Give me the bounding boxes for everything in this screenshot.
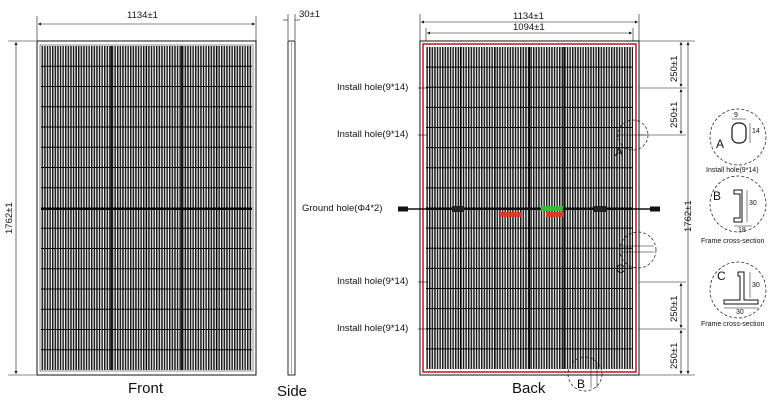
back-height-dimension: 1762±1 (683, 200, 694, 232)
detail-b (709, 175, 767, 233)
side-view (283, 14, 300, 376)
back-seg-top-inner: 250±1 (669, 101, 680, 128)
install-hole-label-2: Install hole(9*14) (337, 129, 409, 140)
marker-b-label: B (577, 377, 586, 391)
detail-b-height: 30 (749, 200, 757, 207)
marker-a-label: A (615, 145, 624, 159)
detail-b-marker (567, 356, 603, 392)
front-view (8, 16, 257, 376)
detail-a-letter: A (716, 137, 725, 151)
ground-hole-label: Ground hole(Φ4*2) (302, 203, 383, 214)
marker-c-label: C (616, 262, 625, 276)
detail-a (709, 108, 767, 166)
back-seg-bottom-outer: 250±1 (669, 342, 680, 369)
negative-cable (500, 212, 522, 217)
detail-b-letter: B (713, 189, 722, 203)
back-seg-top-outer: 250±1 (669, 55, 680, 82)
detail-a-marker (617, 119, 649, 151)
detail-b-width: 18 (738, 227, 746, 234)
back-caption: Back (512, 380, 546, 397)
front-width-dimension: 1134±1 (127, 10, 158, 21)
detail-c-letter: C (717, 269, 726, 283)
install-hole-label-4: Install hole(9*14) (337, 323, 409, 334)
detail-c (709, 261, 767, 319)
side-caption: Side (277, 383, 308, 400)
install-hole-label-3: Install hole(9*14) (337, 276, 409, 287)
detail-c-marker (619, 231, 657, 269)
positive-cable (541, 206, 563, 211)
front-cell-grid (41, 46, 252, 370)
detail-a-caption: Install hole(9*14) (706, 167, 759, 174)
detail-c-height: 30 (752, 282, 760, 289)
detail-a-height: 14 (752, 128, 760, 135)
install-hole-label-1: Install hole(9*14) (337, 82, 409, 93)
detail-b-caption: Frame cross-section (701, 238, 765, 245)
detail-c-caption: Frame cross-section (701, 321, 765, 328)
front-height-dimension: 1762±1 (4, 202, 15, 234)
detail-a-width: 9 (734, 112, 738, 119)
side-thickness-dimension: 30±1 (299, 9, 321, 20)
back-width-dimension: 1134±1 (513, 11, 544, 22)
back-view (398, 14, 695, 392)
front-caption: Front (128, 380, 164, 397)
back-inner-width-dimension: 1094±1 (513, 22, 545, 33)
detail-c-width: 30 (736, 309, 744, 316)
back-seg-bottom-inner: 250±1 (669, 295, 680, 322)
